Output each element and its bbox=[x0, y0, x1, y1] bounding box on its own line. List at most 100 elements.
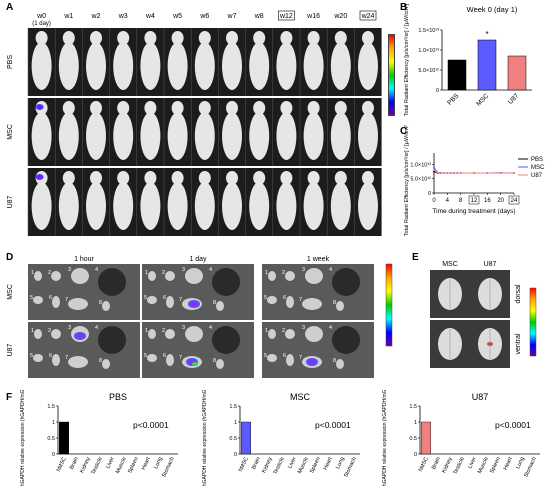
organ-number: 8 bbox=[333, 358, 336, 364]
x-tick-label: 0 bbox=[432, 198, 436, 204]
week-label-7: w7 bbox=[227, 13, 237, 20]
signal-core bbox=[191, 302, 197, 306]
organ-number: 2 bbox=[162, 328, 165, 334]
panel-label-a: A bbox=[6, 2, 14, 13]
organ-8 bbox=[336, 359, 344, 369]
mouse-body bbox=[86, 182, 106, 230]
x-tick-label: Brain bbox=[251, 456, 262, 470]
organ-8 bbox=[102, 301, 110, 311]
organ-1 bbox=[268, 271, 276, 281]
colorbar-d bbox=[385, 263, 393, 347]
organ-8 bbox=[216, 359, 224, 369]
mouse-head bbox=[62, 31, 75, 45]
x-tick-label: MSC bbox=[475, 92, 490, 107]
x-tick-label: Muscle bbox=[115, 456, 128, 474]
organ-4 bbox=[212, 268, 240, 296]
row-label-msc: MSC bbox=[7, 284, 14, 300]
mouse-head bbox=[35, 31, 48, 45]
pvalue-0: p<0.0001 bbox=[133, 420, 169, 430]
organ-3 bbox=[185, 326, 203, 342]
bar-pbs bbox=[447, 59, 467, 91]
organ-number: 2 bbox=[48, 270, 51, 276]
bar-hmsc bbox=[421, 421, 432, 455]
mouse-head bbox=[171, 171, 184, 185]
organ-1 bbox=[268, 329, 276, 339]
organ-4 bbox=[98, 268, 126, 296]
mouse-head bbox=[334, 171, 347, 185]
week-label-11: w20 bbox=[333, 13, 347, 20]
organ-number: 5 bbox=[264, 353, 267, 359]
mouse-head bbox=[198, 171, 211, 185]
chart-f-ylabel-1: hGAPDH relative expression (hGAPDH/mGAPD… bbox=[202, 390, 208, 486]
organ-7 bbox=[68, 356, 88, 368]
panel-c-line-chart: Total Radiant Efficiency [p/s/cm²/sr] / … bbox=[404, 125, 545, 236]
y-tick-label: 1.5 bbox=[229, 404, 237, 410]
mouse-body bbox=[303, 112, 324, 160]
organ-number: 1 bbox=[145, 328, 148, 334]
organ-number: 1 bbox=[145, 270, 148, 276]
row-label-msc: MSC bbox=[7, 124, 14, 140]
organ-number: 2 bbox=[162, 270, 165, 276]
x-tick-box bbox=[508, 195, 520, 205]
x-tick-label: U87 bbox=[507, 92, 521, 106]
mouse-head bbox=[280, 171, 293, 185]
organ-number: 4 bbox=[329, 325, 332, 331]
organ-number: 4 bbox=[95, 267, 98, 273]
legend-label-pbs: PBS bbox=[531, 157, 543, 163]
mouse-body bbox=[249, 112, 270, 160]
organ-8 bbox=[216, 301, 224, 311]
organ-5 bbox=[267, 296, 277, 304]
legend-label-u87: U87 bbox=[531, 173, 543, 179]
panel-a-mouse-grid: w0(1 day) w1 w2 w3 w4 w5 w6 w7 w8 w12 w16 w20 w24 PBS… bbox=[7, 10, 382, 236]
mouse-head bbox=[171, 31, 184, 45]
mouse-body bbox=[113, 182, 134, 230]
panel-label-f: F bbox=[6, 392, 13, 403]
signal-core bbox=[77, 334, 83, 338]
organ-2 bbox=[165, 329, 175, 339]
organ-number: 3 bbox=[182, 267, 185, 273]
organ-6 bbox=[286, 296, 294, 308]
organ-number: 5 bbox=[30, 353, 33, 359]
series-point-pbs bbox=[433, 170, 435, 173]
organ-2 bbox=[165, 271, 175, 281]
organ-number: 7 bbox=[299, 297, 302, 303]
series-point-u87 bbox=[456, 172, 459, 174]
mouse-body bbox=[31, 112, 52, 160]
organ-5 bbox=[147, 354, 157, 362]
series-point-u87 bbox=[459, 172, 462, 174]
organ-3 bbox=[185, 268, 203, 284]
series-point-u87 bbox=[473, 172, 475, 174]
series-point-u87 bbox=[453, 172, 455, 174]
mouse-head bbox=[362, 171, 374, 185]
mouse-body bbox=[194, 182, 215, 230]
col-label-u87: U87 bbox=[484, 261, 497, 268]
panel-d-organ-images: 1 hour 1 day 1 week MSC 1 2 3 4 5 6 7 8 1 2 3 4 5 6 7 8 1 2 3 4… bbox=[7, 256, 393, 378]
organ-2 bbox=[285, 329, 295, 339]
y-tick-label: 0.5 bbox=[229, 436, 237, 442]
organ-number: 7 bbox=[65, 297, 68, 303]
organ-number: 2 bbox=[282, 328, 285, 334]
mouse-body bbox=[140, 42, 161, 90]
x-tick-label: Lung bbox=[335, 456, 346, 470]
organ-number: 5 bbox=[30, 295, 33, 301]
week-label-1: w1 bbox=[63, 13, 73, 20]
x-tick-label: Heart bbox=[141, 456, 152, 471]
y-tick-label: 1 bbox=[234, 420, 237, 426]
mouse-head bbox=[253, 31, 266, 45]
organ-number: 5 bbox=[144, 353, 147, 359]
organ-number: 6 bbox=[283, 353, 286, 359]
mouse-head bbox=[253, 101, 266, 115]
organ-5 bbox=[147, 296, 157, 304]
mouse-body bbox=[58, 112, 79, 160]
mouse-head bbox=[198, 101, 211, 115]
x-tick-label: PBS bbox=[446, 92, 461, 107]
mouse-head bbox=[144, 171, 157, 185]
organ-number: 4 bbox=[329, 267, 332, 273]
organ-4 bbox=[332, 268, 360, 296]
chart-f-title-0: PBS bbox=[109, 392, 127, 402]
chart-b-title: Week 0 (day 1) bbox=[467, 5, 518, 14]
organ-7 bbox=[302, 298, 322, 310]
mouse-head bbox=[362, 31, 374, 45]
organ-6 bbox=[166, 296, 174, 308]
time-label-0: 1 hour bbox=[74, 256, 95, 263]
